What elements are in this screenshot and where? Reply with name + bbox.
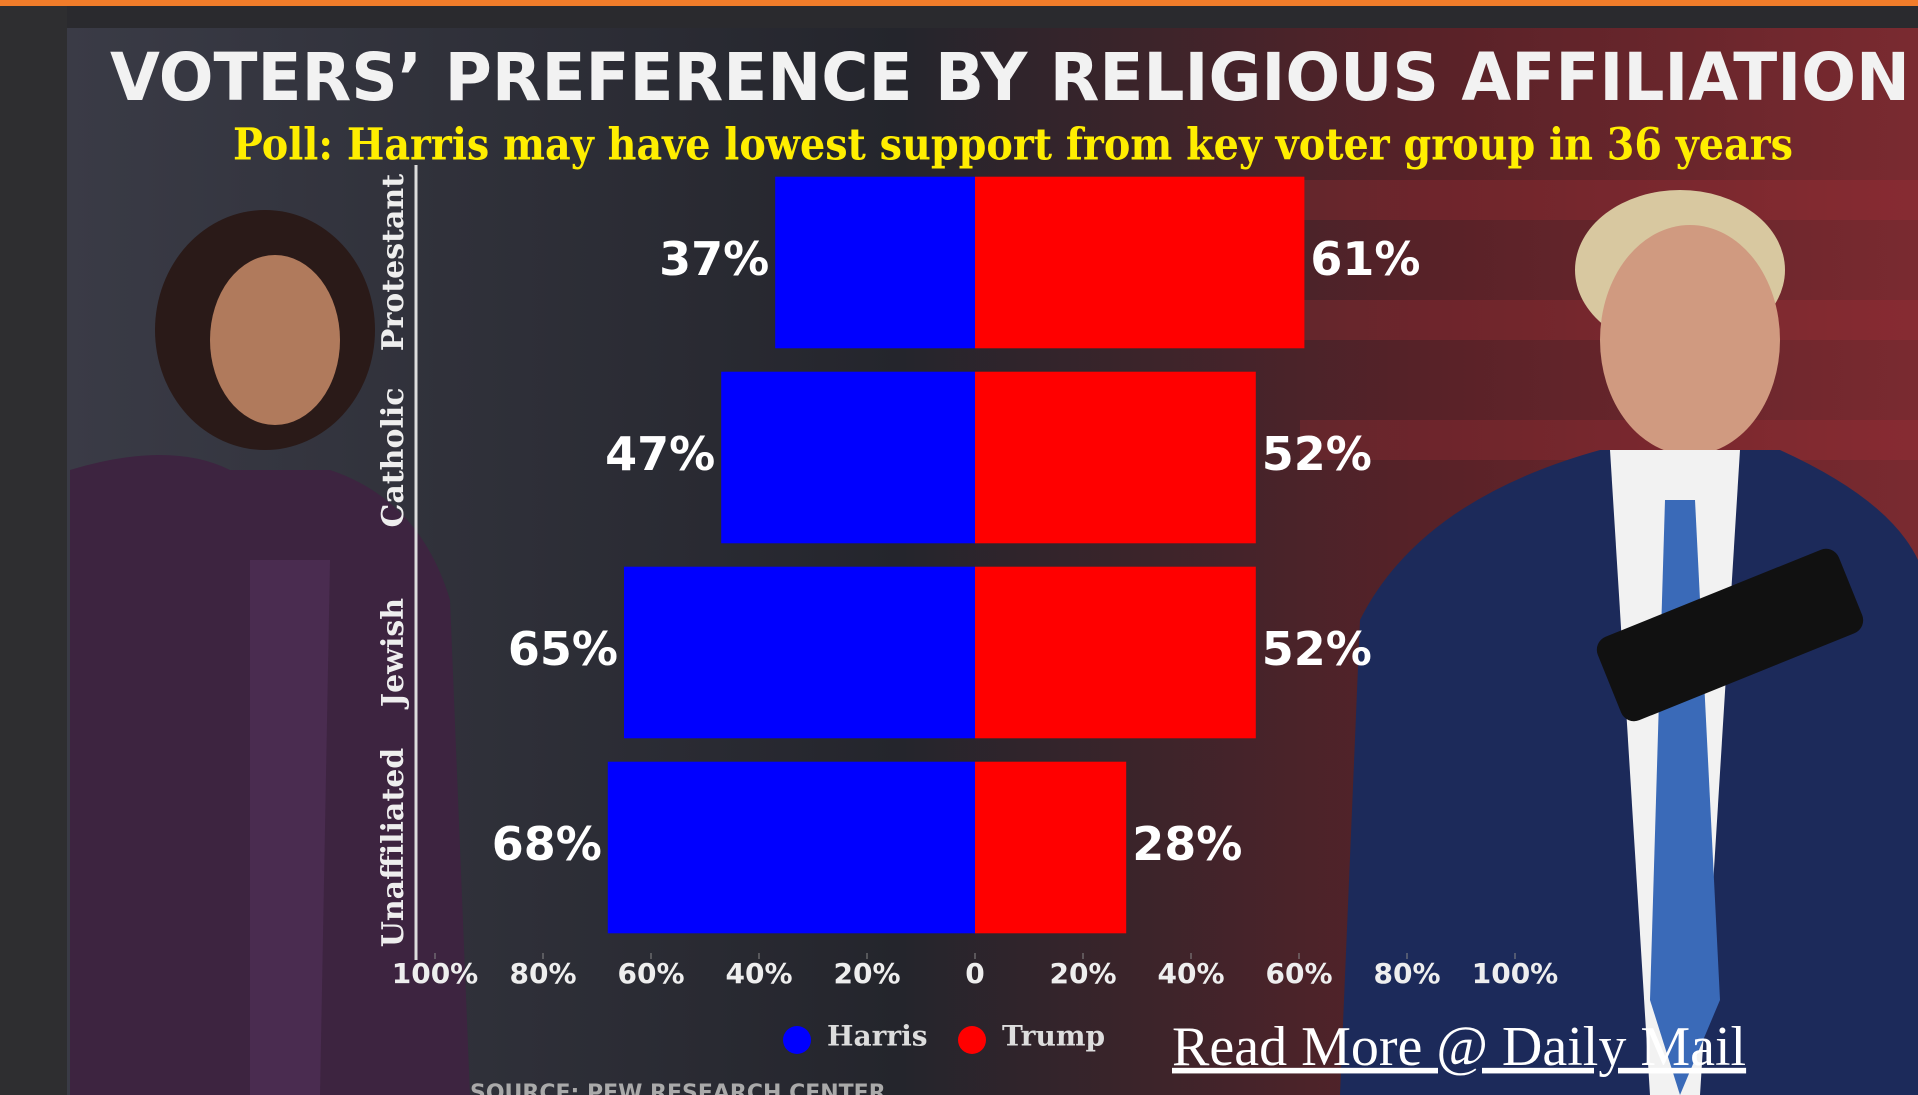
category-label: Protestant bbox=[376, 174, 411, 351]
x-tick-label: 100% bbox=[1472, 957, 1559, 990]
x-tick-label: 80% bbox=[1373, 957, 1440, 990]
x-tick-label: 20% bbox=[1049, 957, 1116, 990]
value-label: 61% bbox=[1310, 232, 1420, 286]
value-label: 47% bbox=[605, 427, 715, 481]
x-tick-label: 40% bbox=[725, 957, 792, 990]
bar bbox=[975, 371, 1256, 544]
bar bbox=[607, 761, 975, 934]
bar bbox=[975, 761, 1127, 934]
right-figure bbox=[1340, 190, 1918, 1095]
x-tick-label: 60% bbox=[617, 957, 684, 990]
x-tick-label: 40% bbox=[1157, 957, 1224, 990]
chart-title: VOTERS’ PREFERENCE BY RELIGIOUS AFFILIAT… bbox=[110, 39, 1910, 116]
x-tick-label: 100% bbox=[392, 957, 479, 990]
x-tick-label: 20% bbox=[833, 957, 900, 990]
read-more-text[interactable]: Read More @ Daily Mail bbox=[1172, 1016, 1746, 1078]
flag-stripes bbox=[1300, 180, 1918, 460]
side-margin bbox=[0, 6, 67, 1095]
value-label: 52% bbox=[1262, 622, 1372, 676]
legend-label: Harris bbox=[827, 1020, 928, 1053]
legend-swatch bbox=[783, 1026, 811, 1054]
category-label: Unaffiliated bbox=[376, 748, 411, 948]
x-tick-label: 0 bbox=[965, 957, 984, 990]
read-more-link[interactable]: Read More @ Daily Mail bbox=[1172, 1016, 1746, 1078]
legend-label: Trump bbox=[1002, 1020, 1105, 1053]
value-label: 68% bbox=[492, 817, 602, 871]
bar bbox=[775, 176, 975, 349]
value-label: 28% bbox=[1132, 817, 1242, 871]
value-label: 37% bbox=[659, 232, 769, 286]
left-figure bbox=[70, 210, 470, 1095]
category-label: Catholic bbox=[376, 387, 411, 527]
x-tick-label: 80% bbox=[509, 957, 576, 990]
bar bbox=[624, 566, 975, 739]
top-bar bbox=[0, 0, 1918, 6]
chart-subtitle: Poll: Harris may have lowest support fro… bbox=[233, 120, 1793, 171]
bar bbox=[721, 371, 975, 544]
value-label: 65% bbox=[508, 622, 618, 676]
category-label: Jewish bbox=[376, 598, 411, 710]
bar bbox=[975, 566, 1256, 739]
bar bbox=[975, 176, 1305, 349]
value-label: 52% bbox=[1262, 427, 1372, 481]
source: SOURCE: PEW RESEARCH CENTER bbox=[470, 1081, 886, 1095]
legend-swatch bbox=[958, 1026, 986, 1054]
x-tick-label: 60% bbox=[1265, 957, 1332, 990]
